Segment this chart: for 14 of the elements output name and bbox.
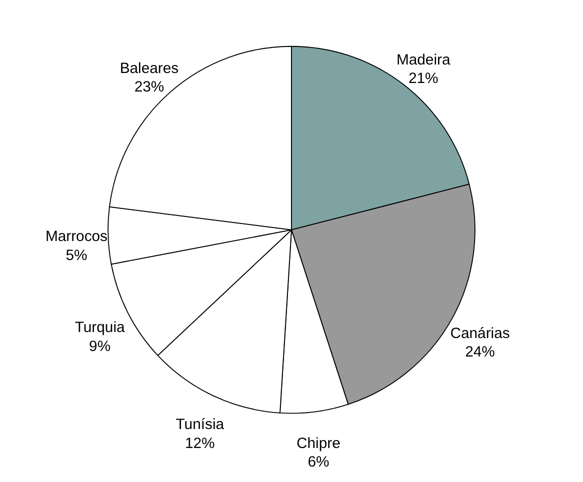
slice-label: Tunísia (176, 417, 225, 434)
data-label: 24% (465, 344, 495, 361)
data-label: 12% (184, 436, 215, 452)
slice-label: Turquia (74, 320, 126, 336)
slice-label: Madeira (396, 52, 451, 68)
data-label: 23% (134, 80, 164, 96)
slice-label: Chipre (296, 436, 340, 452)
data-label: 5% (66, 248, 88, 264)
data-label: 9% (89, 338, 111, 355)
slice-label: Baleares (120, 61, 179, 78)
data-label: 6% (308, 454, 330, 471)
slice-label: Canárias (450, 326, 510, 342)
data-label: 21% (408, 71, 438, 88)
slice-label: Marrocos (45, 229, 108, 246)
